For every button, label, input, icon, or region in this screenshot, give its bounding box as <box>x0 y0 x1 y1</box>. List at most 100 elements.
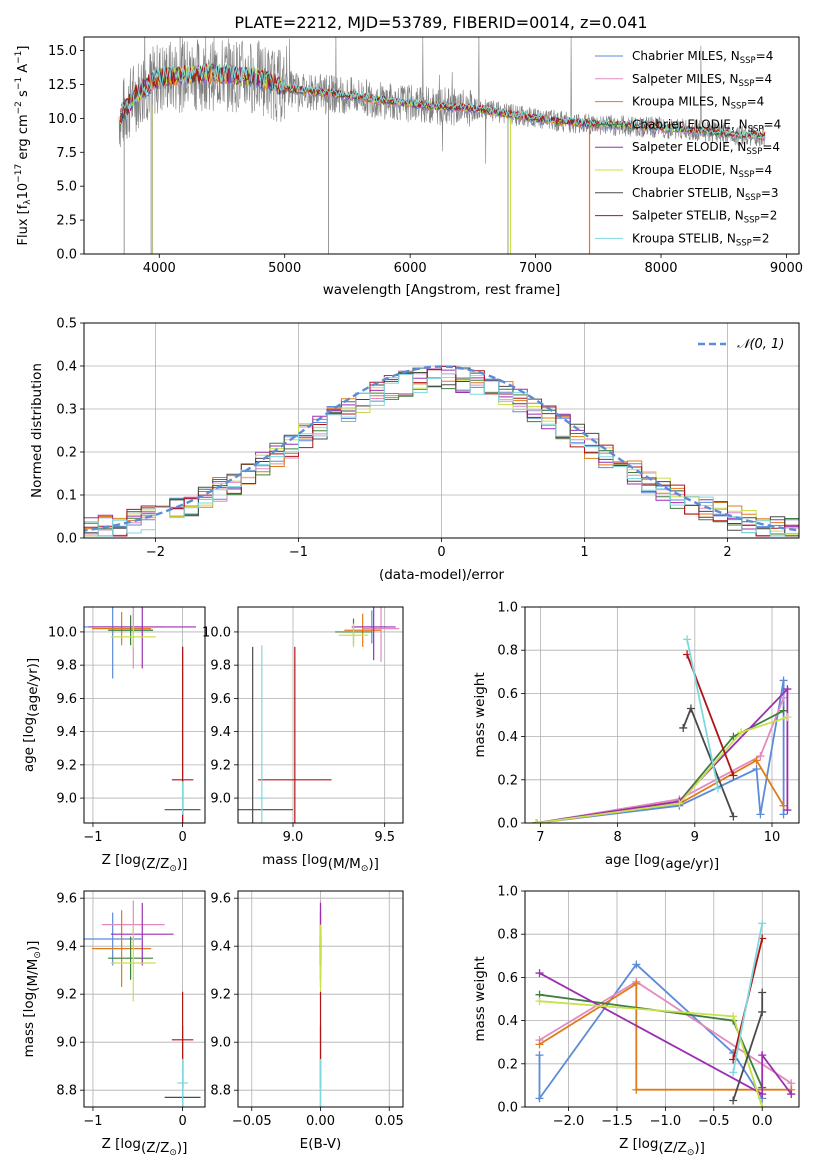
weight-series-4-1 <box>536 697 785 823</box>
x-tick-label-1-4: 2 <box>723 545 731 560</box>
point-3-2 <box>344 613 381 647</box>
x-tick-label-0-3: 7000 <box>519 261 552 276</box>
panel-7: −2.0 −1.5 −1.0 −0.5 0.0 0.0 0.2 0.4 0.6 0.8 1.0 Z [… <box>472 885 800 1158</box>
x-tick-label-0-1: 5000 <box>268 261 301 276</box>
point-5-3 <box>108 936 154 980</box>
y-tick-label-0-4: 10.0 <box>48 112 77 127</box>
legend-entry-8: Kroupa STELIB, NSSP=2 <box>632 231 770 248</box>
x-tick-label-7-3: −0.5 <box>698 1114 730 1129</box>
legend-entry-1: Salpeter MILES, NSSP=4 <box>632 72 772 89</box>
y-tick-label-7-3: 0.6 <box>497 971 518 986</box>
weight-marker-4-0-3 <box>756 810 765 819</box>
y-tick-label-1-0: 0.0 <box>56 532 77 547</box>
weight-series-7-5 <box>539 1000 764 1107</box>
y-tick-label-1-5: 0.5 <box>56 317 77 332</box>
weight-marker-7-4-3 <box>787 1090 796 1099</box>
chart-layer: 4000 5000 6000 7000 8000 90000.02.55.07.510.0… <box>14 36 803 1158</box>
y-tick-label-5-3: 9.4 <box>56 940 77 955</box>
weight-marker-4-0-4 <box>779 676 788 685</box>
y-tick-label-4-2: 0.4 <box>497 730 518 745</box>
panel-3: 9.0 9.5 9.0 9.2 9.4 9.6 9.8 10.0 mass [log​(M/M⊙… <box>202 606 404 874</box>
x-tick-label-6-1: 0.00 <box>306 1114 335 1129</box>
weight-marker-4-2-3 <box>779 801 788 810</box>
point-3-6 <box>238 646 293 823</box>
legend-entry-6: Chabrier STELIB, NSSP=3 <box>632 186 779 203</box>
y-tick-label-6-2: 9.2 <box>210 988 231 1003</box>
weight-marker-4-8-1 <box>713 784 722 793</box>
x-tick-label-3-1: 9.5 <box>374 830 395 845</box>
y-tick-label-7-2: 0.4 <box>497 1014 518 1029</box>
y-tick-label-0-0: 0.0 <box>56 248 77 263</box>
weight-series-7-3 <box>539 993 764 1088</box>
x-tick-label-4-2: 9 <box>691 830 699 845</box>
y-axis-label-5: mass [log​(M/M⊙​)] <box>21 941 43 1058</box>
legend-entry-2: Kroupa MILES, NSSP=4 <box>632 95 764 112</box>
legend-entry-4: Salpeter ELODIE, NSSP=4 <box>632 140 780 157</box>
y-tick-label-5-0: 8.8 <box>56 1084 77 1099</box>
weight-marker-4-4-2 <box>783 685 792 694</box>
weight-marker-4-8-0 <box>683 635 692 644</box>
point-2-3 <box>108 615 154 646</box>
x-tick-label-7-4: 0.0 <box>752 1114 773 1129</box>
x-tick-label-4-0: 7 <box>536 830 544 845</box>
x-tick-label-0-4: 8000 <box>644 261 677 276</box>
point-5-5 <box>110 924 156 1002</box>
x-tick-label-0-2: 6000 <box>394 261 427 276</box>
plot-area-3 <box>238 607 403 823</box>
weight-marker-7-2-2 <box>632 1085 641 1094</box>
weight-marker-7-2-1 <box>632 979 641 988</box>
panel-5: −1 0 8.8 9.0 9.2 9.4 9.6 Z [log​(Z/Z⊙​)] mass [l… <box>21 890 206 1158</box>
weight-marker-7-8-0 <box>729 1068 738 1077</box>
weight-series-4-4 <box>536 686 789 823</box>
weight-marker-7-8-1 <box>758 919 767 928</box>
x-tick-label-4-1: 8 <box>613 830 621 845</box>
y-tick-label-2-5: 10.0 <box>48 625 77 640</box>
axes-frame-3 <box>237 606 404 824</box>
weight-marker-4-5-3 <box>783 713 792 722</box>
y-tick-label-0-1: 2.5 <box>56 214 77 229</box>
point-2-4 <box>88 607 197 669</box>
x-tick-label-7-1: −1.5 <box>601 1114 633 1129</box>
x-tick-label-2-1: 0 <box>178 830 186 845</box>
point-3-4 <box>351 607 396 661</box>
x-tick-label-0-5: 9000 <box>770 261 803 276</box>
weight-marker-7-0-1 <box>535 1094 544 1103</box>
y-tick-label-3-4: 9.8 <box>210 659 231 674</box>
weight-marker-4-6-1 <box>686 704 695 713</box>
y-tick-label-3-2: 9.4 <box>210 725 231 740</box>
y-tick-label-7-1: 0.2 <box>497 1057 518 1072</box>
axes-frame-2 <box>83 606 206 824</box>
y-tick-label-5-1: 9.0 <box>56 1036 77 1051</box>
point-5-8 <box>177 1059 188 1107</box>
x-axis-label-1: (data-model)/error <box>379 567 505 583</box>
x-tick-label-5-1: 0 <box>178 1114 186 1129</box>
y-tick-label-2-3: 9.6 <box>56 692 77 707</box>
x-tick-label-5-0: −1 <box>83 1114 102 1129</box>
weight-marker-4-1-3 <box>779 693 788 702</box>
x-axis-label-4: age [log​(age/yr)] <box>605 852 719 872</box>
weight-marker-4-6-0 <box>679 723 688 732</box>
y-tick-label-6-4: 9.6 <box>210 892 231 907</box>
weight-marker-7-6-2 <box>758 988 767 997</box>
weight-series-7-0 <box>538 963 763 1102</box>
weight-marker-4-3-2 <box>729 732 738 741</box>
y-tick-label-2-1: 9.2 <box>56 758 77 773</box>
point-5-4 <box>110 903 174 966</box>
y-tick-label-3-3: 9.6 <box>210 692 231 707</box>
weight-marker-7-0-0 <box>535 1051 544 1060</box>
weight-marker-7-0-2 <box>632 960 641 969</box>
point-3-5 <box>338 623 369 647</box>
weight-marker-7-5-1 <box>729 1012 738 1021</box>
panel-4: 7 8 9 10 0.0 0.2 0.4 0.6 0.8 1.0 age [log​(age/yr)… <box>472 601 800 872</box>
axes-frame-4 <box>524 606 800 824</box>
weight-series-7-4 <box>539 972 793 1096</box>
y-tick-label-7-5: 1.0 <box>497 885 518 900</box>
point-2-5 <box>110 625 156 649</box>
axes-frame-5 <box>83 890 206 1108</box>
legend-entry-3: Chabrier ELODIE, NSSP=4 <box>632 117 781 134</box>
x-tick-label-6-2: 0.05 <box>375 1114 404 1129</box>
point-5-0 <box>84 912 142 966</box>
weight-series-4-8 <box>686 639 719 789</box>
weight-marker-7-4-1 <box>758 1090 767 1099</box>
axes-frame-0 <box>83 36 800 255</box>
